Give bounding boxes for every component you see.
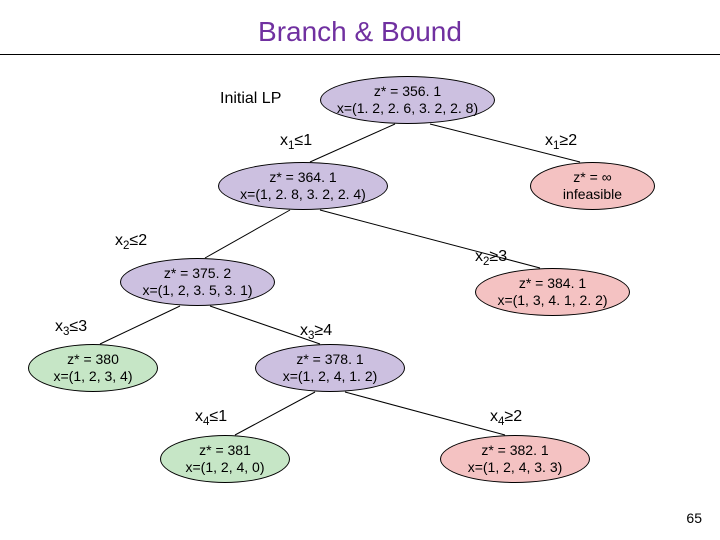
tree-edge — [100, 306, 180, 344]
tree-edge — [235, 392, 315, 435]
branch-label: x2≥3 — [475, 248, 507, 268]
branch-label: x4≤1 — [195, 408, 227, 428]
node-line2: x=(1, 2. 8, 3. 2, 2. 4) — [240, 186, 366, 203]
node-line1: z* = 378. 1 — [296, 351, 363, 368]
branch-label: x3≤3 — [55, 318, 87, 338]
title-text: Branch & Bound — [258, 16, 462, 47]
node-line1: z* = 375. 2 — [164, 265, 231, 282]
tree-node: z* = ∞infeasible — [530, 162, 655, 210]
node-line1: z* = 356. 1 — [374, 83, 441, 100]
node-line2: x=(1, 2, 4, 0) — [186, 459, 265, 476]
title-rule — [0, 54, 720, 55]
tree-node: z* = 356. 1x=(1. 2, 2. 6, 3. 2, 2. 8) — [320, 76, 495, 124]
node-line2: x=(1. 2, 2. 6, 3. 2, 2. 8) — [337, 100, 478, 117]
tree-node: z* = 380x=(1, 2, 3, 4) — [28, 344, 158, 392]
branch-label: x4≥2 — [490, 408, 522, 428]
node-line2: x=(1, 2, 3, 4) — [54, 368, 133, 385]
node-line1: z* = ∞ — [573, 169, 611, 186]
node-line1: z* = 381 — [199, 442, 251, 459]
branch-label: x1≤1 — [280, 132, 312, 152]
node-line1: z* = 380 — [67, 351, 119, 368]
branch-label: x3≥4 — [300, 322, 332, 342]
tree-node: z* = 364. 1x=(1, 2. 8, 3. 2, 2. 4) — [218, 162, 388, 210]
tree-node: z* = 384. 1x=(1, 3, 4. 1, 2. 2) — [475, 268, 630, 316]
branch-label: x2≤2 — [115, 232, 147, 252]
node-line1: z* = 384. 1 — [519, 275, 586, 292]
page-title: Branch & Bound — [0, 16, 720, 48]
node-line2: infeasible — [563, 186, 622, 203]
tree-node: z* = 382. 1x=(1, 2, 4, 3. 3) — [440, 435, 590, 483]
node-line2: x=(1, 2, 4, 1. 2) — [283, 368, 378, 385]
node-line2: x=(1, 3, 4. 1, 2. 2) — [497, 292, 607, 309]
node-line2: x=(1, 2, 4, 3. 3) — [468, 459, 563, 476]
node-line2: x=(1, 2, 3. 5, 3. 1) — [142, 282, 252, 299]
tree-edge — [310, 124, 395, 162]
initial-lp-label: Initial LP — [220, 90, 281, 108]
tree-node: z* = 378. 1x=(1, 2, 4, 1. 2) — [255, 344, 405, 392]
page-number: 65 — [686, 510, 702, 526]
diagram-canvas: { "title": { "text": "Branch & Bound", "… — [0, 0, 720, 540]
tree-node: z* = 381x=(1, 2, 4, 0) — [160, 435, 290, 483]
node-line1: z* = 364. 1 — [269, 169, 336, 186]
node-line1: z* = 382. 1 — [481, 442, 548, 459]
tree-edge — [205, 210, 290, 258]
tree-node: z* = 375. 2x=(1, 2, 3. 5, 3. 1) — [120, 258, 275, 306]
tree-edge — [345, 392, 505, 435]
branch-label: x1≥2 — [545, 132, 577, 152]
